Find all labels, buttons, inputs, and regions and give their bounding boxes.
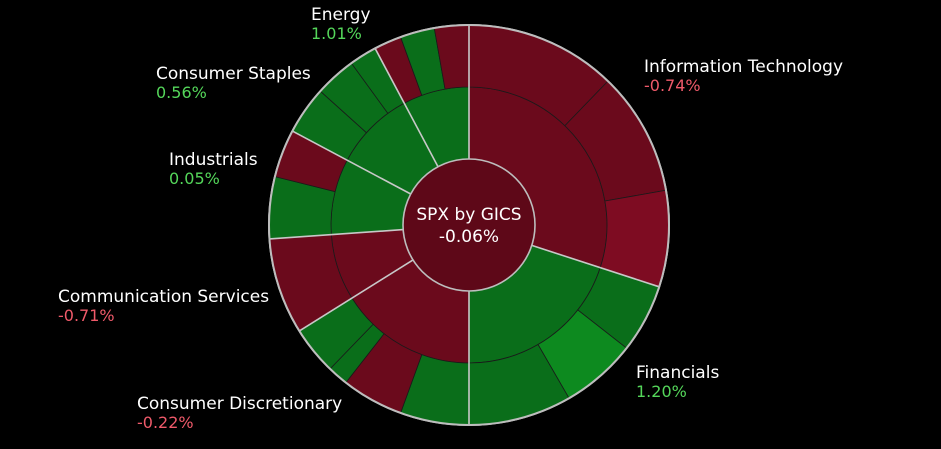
sector-name: Information Technology [644,57,843,77]
outer-border [268,24,670,426]
sector-divider-industrials [269,228,404,240]
sector-change: 0.05% [169,169,220,188]
sector-name: Industrials [169,150,258,170]
sector-label-consumer-discretionary: Consumer Discretionary -0.22% [137,394,342,432]
sector-labels: Information Technology -0.74% Financials… [58,5,843,432]
sector-label-energy: Energy 1.01% [311,5,371,43]
sector-change: 1.01% [311,24,362,43]
sector-change: -0.71% [58,306,115,325]
sector-label-information-technology: Information Technology -0.74% [644,57,843,95]
sunburst-rings [268,24,670,426]
sector-name: Consumer Discretionary [137,394,342,414]
sector-label-communication-services: Communication Services -0.71% [58,287,269,325]
chart-title: SPX by GICS [416,205,521,225]
sector-change: 1.20% [636,382,687,401]
sector-name: Consumer Staples [156,64,311,84]
sector-label-consumer-staples: Consumer Staples 0.56% [156,64,311,102]
chart-total-change: -0.06% [439,227,499,247]
sector-divider-energy [374,48,439,168]
sector-divider-financials [531,244,660,288]
sector-divider-consumer-staples [292,130,412,195]
sector-label-financials: Financials 1.20% [636,363,719,401]
sector-change: -0.22% [137,413,194,432]
sector-label-industrials: Industrials 0.05% [169,150,258,188]
chart-center: SPX by GICS -0.06% [416,205,521,247]
sector-name: Communication Services [58,287,269,307]
sector-name: Financials [636,363,719,383]
center-circle [402,158,536,292]
sector-change: 0.56% [156,83,207,102]
sector-name: Energy [311,5,371,25]
sector-change: -0.74% [644,76,701,95]
sector-divider-communication-services [298,259,414,332]
